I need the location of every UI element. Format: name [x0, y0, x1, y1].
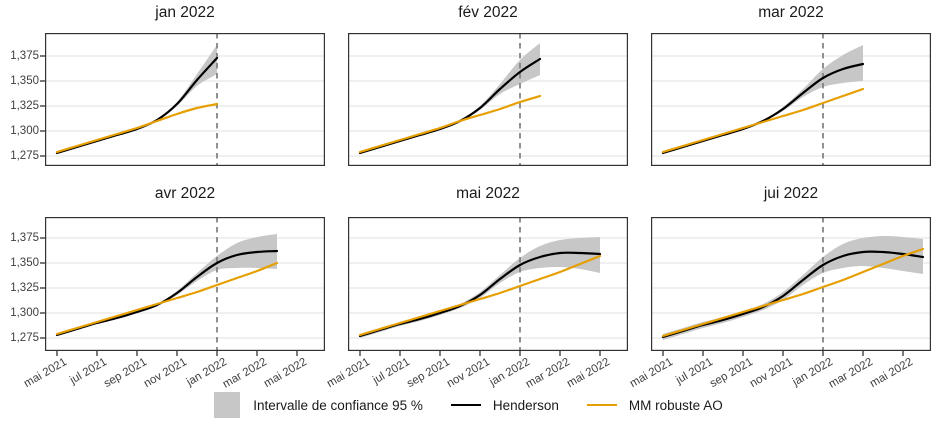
x-axis-tick-label: mai 2021 — [22, 356, 69, 391]
facet-panel-mai-2022 — [348, 217, 628, 356]
legend-label-confidence-band: Intervalle de confiance 95 % — [253, 397, 423, 413]
y-axis-tick-label: 1,375 — [10, 232, 39, 244]
x-axis-tick-label: nov 2021 — [445, 356, 492, 391]
x-axis-tick-label: mar 2022 — [826, 356, 875, 391]
legend-label-henderson: Henderson — [492, 397, 559, 413]
facet-panel-jan-2022 — [40, 33, 325, 167]
y-axis-tick-label: 1,375 — [10, 50, 39, 62]
facet-panel-avr-2022 — [40, 217, 325, 356]
x-axis-tick-label: sep 2021 — [102, 356, 149, 391]
y-axis-tick-label: 1,300 — [10, 125, 39, 137]
x-axis-tick-label: mar 2022 — [523, 356, 572, 391]
legend-swatch-mm-robuste-ao-line — [586, 404, 617, 406]
x-axis-tick-label: mai 2021 — [325, 356, 372, 391]
legend-swatch-henderson-line — [450, 404, 481, 406]
chart-legend: Intervalle de confiance 95 % Henderson M… — [0, 392, 937, 418]
x-axis-tick-label: sep 2021 — [405, 356, 452, 391]
facet-panel-fev-2022 — [348, 33, 628, 167]
x-axis-tick-label: mai 2022 — [868, 356, 915, 391]
y-axis-tick-label: 1,300 — [10, 307, 39, 319]
x-axis-tick-label: nov 2021 — [748, 356, 795, 391]
x-axis-tick-label: mar 2022 — [220, 356, 269, 391]
x-axis-tick-label: nov 2021 — [142, 356, 189, 391]
y-axis-tick-label: 1,325 — [10, 282, 39, 294]
y-axis-tick-label: 1,275 — [10, 150, 39, 162]
facet-title-jan-2022: jan 2022 — [155, 4, 215, 21]
y-axis-tick-label: 1,350 — [10, 75, 39, 87]
x-axis-tick-label: mai 2022 — [262, 356, 309, 391]
facet-title-avr-2022: avr 2022 — [154, 185, 216, 202]
facet-title-mai-2022: mai 2022 — [456, 185, 520, 202]
y-axis-tick-label: 1,275 — [10, 332, 39, 344]
x-axis-tick-label: sep 2021 — [708, 356, 755, 391]
y-axis-tick-label: 1,350 — [10, 257, 39, 269]
legend-label-mm-robuste-ao: MM robuste AO — [628, 397, 723, 413]
facet-title-mar-2022: mar 2022 — [758, 4, 824, 21]
y-axis-tick-label: 1,325 — [10, 100, 39, 112]
facet-title-jui-2022: jui 2022 — [763, 185, 819, 202]
facet-panel-jui-2022 — [651, 217, 931, 356]
x-axis-tick-label: mai 2021 — [628, 356, 675, 391]
facet-title-fev-2022: fév 2022 — [458, 4, 518, 21]
facet-panel-mar-2022 — [651, 33, 931, 167]
x-axis-tick-label: mai 2022 — [565, 356, 612, 391]
legend-swatch-confidence-band — [214, 392, 241, 418]
